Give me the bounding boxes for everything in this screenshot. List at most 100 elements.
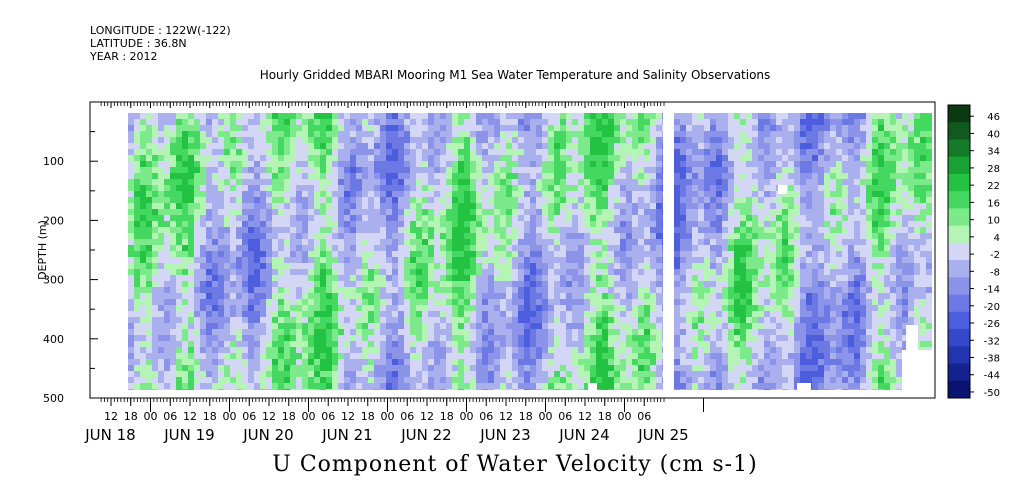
heatmap-cell: [686, 275, 693, 282]
heatmap-cell: [686, 287, 693, 294]
heatmap-cell: [434, 359, 441, 366]
heatmap-cell: [752, 221, 759, 228]
heatmap-cell: [566, 383, 573, 390]
heatmap-cell: [296, 263, 303, 270]
heatmap-cell: [572, 257, 579, 264]
heatmap-cell: [470, 293, 477, 300]
heatmap-cell: [266, 233, 273, 240]
heatmap-cell: [440, 197, 447, 204]
heatmap-cell: [158, 263, 165, 270]
heatmap-cell: [356, 173, 363, 180]
heatmap-cell: [722, 269, 729, 276]
heatmap-cell: [458, 161, 465, 168]
heatmap-cell: [206, 197, 213, 204]
heatmap-cell: [164, 377, 171, 384]
heatmap-cell: [656, 365, 663, 372]
heatmap-cell: [482, 239, 489, 246]
heatmap-cell: [476, 389, 483, 390]
heatmap-cell: [464, 377, 471, 384]
heatmap-cell: [560, 131, 567, 138]
heatmap-cell: [560, 125, 567, 132]
heatmap-cell: [164, 335, 171, 342]
heatmap-cell: [332, 161, 339, 168]
heatmap-cell: [368, 329, 375, 336]
heatmap-cell: [356, 143, 363, 150]
heatmap-cell: [326, 371, 333, 378]
heatmap-cell: [146, 143, 153, 150]
heatmap-cell: [662, 179, 663, 186]
heatmap-cell: [752, 179, 759, 186]
heatmap-cell: [518, 203, 525, 210]
heatmap-cell: [626, 155, 633, 162]
heatmap-cell: [494, 287, 501, 294]
heatmap-cell: [554, 203, 561, 210]
heatmap-cell: [770, 119, 777, 126]
heatmap-cell: [746, 299, 753, 306]
heatmap-cell: [680, 179, 687, 186]
heatmap-cell: [464, 293, 471, 300]
heatmap-cell: [752, 293, 759, 300]
heatmap-cell: [332, 269, 339, 276]
heatmap-cell: [500, 347, 507, 354]
heatmap-cell: [254, 281, 261, 288]
heatmap-cell: [656, 317, 663, 324]
heatmap-cell: [134, 173, 141, 180]
heatmap-cell: [722, 203, 729, 210]
heatmap-cell: [212, 155, 219, 162]
heatmap-cell: [374, 299, 381, 306]
heatmap-cell: [740, 371, 747, 378]
heatmap-cell: [224, 137, 231, 144]
heatmap-cell: [704, 215, 711, 222]
heatmap-cell: [296, 167, 303, 174]
heatmap-cell: [578, 191, 585, 198]
heatmap-cell: [716, 215, 723, 222]
heatmap-cell: [740, 155, 747, 162]
heatmap-cell: [332, 311, 339, 318]
heatmap-cell: [236, 113, 243, 120]
heatmap-cell: [464, 341, 471, 348]
heatmap-cell: [494, 245, 501, 252]
heatmap-cell: [458, 125, 465, 132]
heatmap-cell: [572, 239, 579, 246]
heatmap-cell: [518, 299, 525, 306]
heatmap-cell: [428, 329, 435, 336]
heatmap-cell: [374, 125, 381, 132]
heatmap-cell: [560, 263, 567, 270]
heatmap-cell: [146, 281, 153, 288]
heatmap-cell: [380, 269, 387, 276]
heatmap-cell: [422, 341, 429, 348]
heatmap-cell: [590, 179, 597, 186]
heatmap-cell: [152, 359, 159, 366]
heatmap-cell: [158, 167, 165, 174]
heatmap-cell: [176, 113, 183, 120]
heatmap-cell: [170, 227, 177, 234]
heatmap-cell: [506, 185, 513, 192]
heatmap-cell: [506, 269, 513, 276]
heatmap-cell: [764, 323, 771, 330]
heatmap-cell: [644, 389, 651, 390]
heatmap-cell: [326, 341, 333, 348]
heatmap-cell: [434, 143, 441, 150]
heatmap-cell: [410, 227, 417, 234]
heatmap-cell: [230, 269, 237, 276]
heatmap-cell: [398, 191, 405, 198]
heatmap-cell: [278, 275, 285, 282]
heatmap-cell: [584, 245, 591, 252]
heatmap-cell: [134, 389, 141, 390]
heatmap-cell: [272, 371, 279, 378]
heatmap-cell: [758, 215, 765, 222]
heatmap-cell: [140, 149, 147, 156]
heatmap-cell: [338, 203, 345, 210]
heatmap-cell: [632, 365, 639, 372]
heatmap-cell: [692, 125, 699, 132]
heatmap-cell: [650, 347, 657, 354]
heatmap-cell: [542, 287, 549, 294]
heatmap-cell: [494, 179, 501, 186]
heatmap-cell: [476, 305, 483, 312]
heatmap-cell: [530, 155, 537, 162]
heatmap-cell: [158, 203, 165, 210]
heatmap-cell: [614, 329, 621, 336]
heatmap-cell: [632, 215, 639, 222]
heatmap-cell: [308, 149, 315, 156]
heatmap-cell: [224, 305, 231, 312]
